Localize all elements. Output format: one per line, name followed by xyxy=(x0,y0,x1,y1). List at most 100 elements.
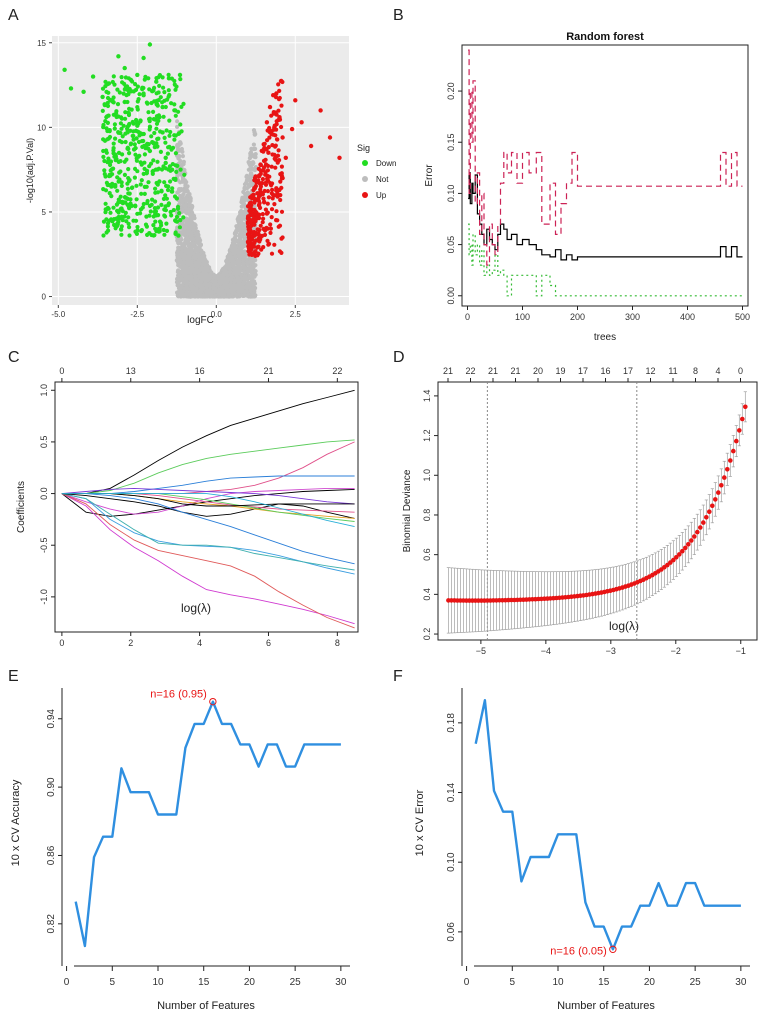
up-point xyxy=(270,196,275,201)
down-point xyxy=(163,193,168,198)
down-point xyxy=(161,227,166,233)
down-point xyxy=(176,233,181,238)
down-point xyxy=(133,204,138,209)
down-point xyxy=(137,133,142,138)
not-point xyxy=(193,277,198,282)
x-tick-label: 8 xyxy=(335,638,340,648)
optimum-marker xyxy=(609,945,617,953)
not-point xyxy=(250,160,256,165)
down-point xyxy=(135,228,140,233)
up-point xyxy=(248,238,253,243)
up-point xyxy=(258,235,263,240)
y-tick-label: 1.2 xyxy=(422,429,432,442)
down-point xyxy=(146,142,151,147)
not-point xyxy=(175,119,180,124)
not-point xyxy=(184,180,189,185)
down-point xyxy=(170,186,175,191)
not-point xyxy=(177,188,182,193)
down-point xyxy=(157,83,162,88)
down-point xyxy=(123,110,128,115)
plot-frame xyxy=(62,688,350,958)
down-point xyxy=(166,88,171,93)
up-point xyxy=(273,143,278,148)
down-point xyxy=(177,211,182,216)
down-point xyxy=(121,91,126,96)
x-tick-label: 200 xyxy=(570,312,585,322)
down-point xyxy=(123,116,128,121)
not-point xyxy=(241,262,246,267)
x-tick-label: 500 xyxy=(735,312,750,322)
not-point xyxy=(233,232,238,237)
panel-letter-c: C xyxy=(8,349,20,366)
down-point xyxy=(128,88,133,94)
down-point xyxy=(160,104,165,110)
down-point xyxy=(110,172,115,177)
up-point xyxy=(266,150,271,155)
not-point xyxy=(227,266,233,271)
down-point xyxy=(105,95,111,101)
not-point xyxy=(237,234,242,239)
panel-e-cv-accuracy: 0 5 10 15 20 25 30 0.82 0.86 0.90 0.94 Number of Fe… xyxy=(10,688,350,1009)
error-bars xyxy=(446,391,747,634)
not-point xyxy=(204,273,209,278)
deviance-point xyxy=(677,552,682,557)
down-point xyxy=(171,208,176,213)
not-point xyxy=(189,286,194,291)
up-point xyxy=(255,191,260,196)
top-tick-label: 0 xyxy=(59,366,64,376)
legend-swatch xyxy=(362,160,368,166)
down-point xyxy=(101,125,106,130)
not-point xyxy=(185,259,190,264)
down-point xyxy=(112,122,117,127)
top-tick-label: 12 xyxy=(645,366,655,376)
up-point xyxy=(278,193,283,198)
up-point xyxy=(263,172,268,177)
up-point xyxy=(280,135,285,140)
up-point xyxy=(279,78,284,83)
down-point xyxy=(146,180,151,185)
not-point xyxy=(181,161,186,167)
down-point xyxy=(167,118,172,123)
up-point xyxy=(277,187,282,193)
x-tick-label: −3 xyxy=(606,646,616,656)
not-point xyxy=(253,258,258,263)
up-points xyxy=(245,78,342,258)
up-point xyxy=(252,216,257,221)
down-point xyxy=(145,232,150,237)
not-point xyxy=(216,277,221,282)
down-point xyxy=(120,80,125,85)
down-point xyxy=(173,108,178,113)
up-point xyxy=(273,133,278,138)
deviance-point xyxy=(707,509,712,514)
deviance-point xyxy=(719,483,724,488)
not-point xyxy=(179,246,184,251)
up-point xyxy=(256,203,262,208)
not-point xyxy=(234,228,239,233)
top-tick-label: 13 xyxy=(126,366,136,376)
down-point xyxy=(116,54,121,59)
down-point xyxy=(167,133,172,138)
down-point xyxy=(153,186,158,191)
not-point xyxy=(251,294,256,299)
down-point xyxy=(126,191,131,196)
not-point xyxy=(174,280,180,285)
down-point xyxy=(158,149,163,154)
down-point xyxy=(163,140,168,145)
not-point xyxy=(245,282,250,287)
down-point xyxy=(172,137,177,142)
not-point xyxy=(186,193,191,198)
coefficient-path xyxy=(61,493,355,528)
up-point xyxy=(274,137,280,142)
y-tick-label: 0.86 xyxy=(46,845,57,865)
down-point xyxy=(103,79,108,84)
up-point xyxy=(279,103,284,108)
down-point xyxy=(174,196,179,201)
down-point xyxy=(105,103,111,109)
up-point xyxy=(308,143,314,149)
down-point xyxy=(135,107,140,112)
deviance-point xyxy=(743,404,748,410)
down-point xyxy=(102,103,107,108)
not-point xyxy=(186,292,191,297)
up-point xyxy=(276,97,282,102)
down-point xyxy=(122,200,128,205)
